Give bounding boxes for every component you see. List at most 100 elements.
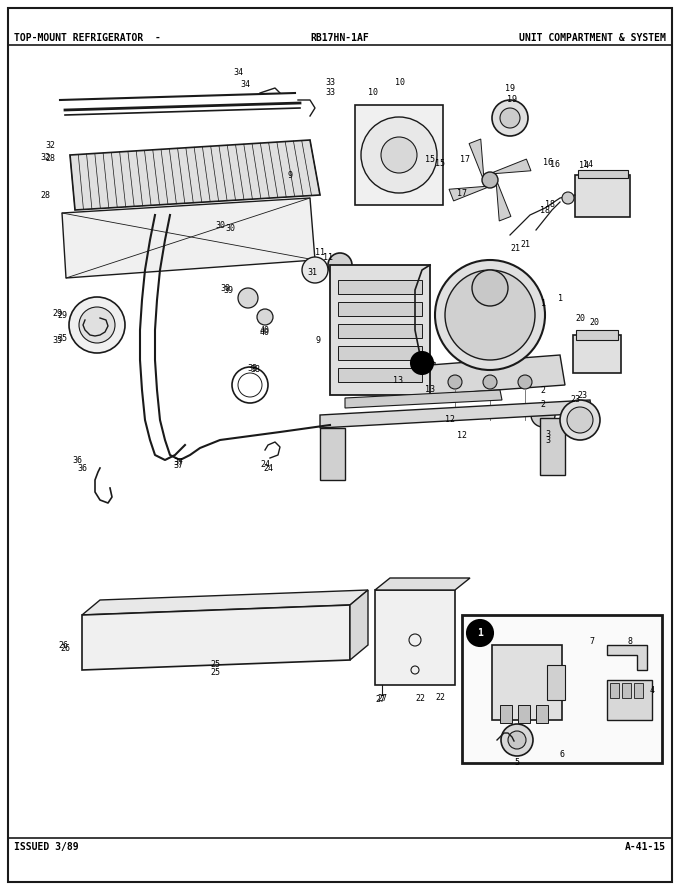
Circle shape [508, 731, 526, 749]
Text: 30: 30 [215, 221, 225, 230]
Polygon shape [493, 159, 531, 174]
Circle shape [257, 309, 273, 325]
Polygon shape [350, 590, 368, 660]
Text: 1: 1 [477, 628, 483, 638]
Text: 22: 22 [435, 693, 445, 702]
Text: 40: 40 [260, 328, 270, 337]
Text: 3: 3 [545, 435, 551, 444]
Bar [338, 302, 422, 316]
Circle shape [567, 407, 593, 433]
Text: 16: 16 [550, 160, 560, 169]
Text: 3: 3 [545, 430, 551, 439]
Text: 25: 25 [210, 660, 220, 669]
Bar [330, 265, 430, 395]
Polygon shape [428, 355, 565, 395]
Text: 14: 14 [583, 160, 593, 169]
Text: 18: 18 [545, 200, 555, 209]
Text: UNIT COMPARTMENT & SYSTEM: UNIT COMPARTMENT & SYSTEM [519, 33, 666, 43]
Text: 37: 37 [173, 458, 183, 467]
Polygon shape [320, 428, 345, 480]
Bar [355, 105, 443, 205]
Bar [576, 330, 618, 340]
Text: 33: 33 [325, 88, 335, 97]
Bar [607, 680, 652, 720]
Text: 9: 9 [315, 336, 320, 344]
Text: 28: 28 [45, 153, 55, 163]
Circle shape [518, 375, 532, 389]
Bar [578, 170, 628, 178]
Text: 14: 14 [579, 160, 589, 169]
Circle shape [302, 257, 328, 283]
Bar [338, 368, 422, 382]
Text: 21: 21 [520, 240, 530, 249]
Text: RB17HN-1AF: RB17HN-1AF [311, 33, 369, 43]
Polygon shape [82, 605, 350, 670]
Text: A-41-15: A-41-15 [625, 842, 666, 852]
Text: 31: 31 [307, 268, 317, 277]
Text: 18: 18 [540, 206, 550, 214]
Text: 38: 38 [250, 365, 260, 374]
Polygon shape [469, 139, 483, 177]
Text: 27: 27 [375, 695, 385, 704]
Text: 13: 13 [393, 376, 403, 384]
Text: 17: 17 [457, 189, 467, 198]
Bar [338, 324, 422, 338]
Bar [536, 705, 548, 723]
Polygon shape [375, 578, 470, 590]
Text: 39: 39 [223, 286, 233, 295]
Text: 33: 33 [325, 77, 335, 86]
Text: 10: 10 [368, 88, 378, 97]
Text: 13: 13 [425, 385, 435, 394]
Circle shape [328, 253, 352, 277]
Text: 25: 25 [210, 668, 220, 676]
Text: 5: 5 [515, 758, 520, 767]
Circle shape [492, 100, 528, 136]
Text: 7: 7 [590, 637, 594, 646]
Polygon shape [62, 198, 315, 278]
Text: 1: 1 [419, 358, 425, 368]
Text: 39: 39 [220, 284, 230, 293]
Circle shape [445, 270, 535, 360]
Text: 26: 26 [58, 641, 68, 650]
Circle shape [361, 117, 437, 193]
Bar [518, 705, 530, 723]
Text: 11: 11 [323, 253, 333, 262]
Text: 40: 40 [260, 326, 270, 335]
Text: 22: 22 [415, 693, 425, 702]
Text: 19: 19 [505, 84, 515, 93]
Text: 1: 1 [541, 298, 545, 308]
Text: 8: 8 [628, 637, 632, 646]
Text: 36: 36 [72, 456, 82, 465]
Text: 29: 29 [52, 309, 62, 318]
Text: 23: 23 [570, 395, 580, 404]
Circle shape [472, 270, 508, 306]
Circle shape [435, 260, 545, 370]
Text: 32: 32 [40, 152, 50, 161]
Text: 17: 17 [460, 155, 470, 164]
Circle shape [238, 288, 258, 308]
Bar [622, 683, 631, 698]
Bar [462, 615, 662, 763]
Text: 11: 11 [315, 247, 325, 256]
Text: 35: 35 [52, 336, 62, 344]
Bar [547, 665, 565, 700]
Circle shape [531, 403, 555, 427]
Text: 28: 28 [40, 190, 50, 199]
Bar [338, 280, 422, 294]
Text: 34: 34 [240, 80, 250, 89]
Text: 37: 37 [173, 460, 183, 470]
Circle shape [562, 192, 574, 204]
Circle shape [483, 375, 497, 389]
Circle shape [482, 172, 498, 188]
Text: TOP-MOUNT REFRIGERATOR  -: TOP-MOUNT REFRIGERATOR - [14, 33, 161, 43]
Circle shape [79, 307, 115, 343]
Bar [634, 683, 643, 698]
Text: 38: 38 [247, 363, 257, 373]
Text: 4: 4 [650, 685, 655, 694]
Text: 35: 35 [57, 334, 67, 343]
Polygon shape [375, 590, 455, 685]
Text: 20: 20 [589, 318, 599, 327]
Text: 34: 34 [233, 68, 243, 77]
Text: 2: 2 [541, 400, 545, 409]
Text: 9: 9 [288, 171, 292, 180]
